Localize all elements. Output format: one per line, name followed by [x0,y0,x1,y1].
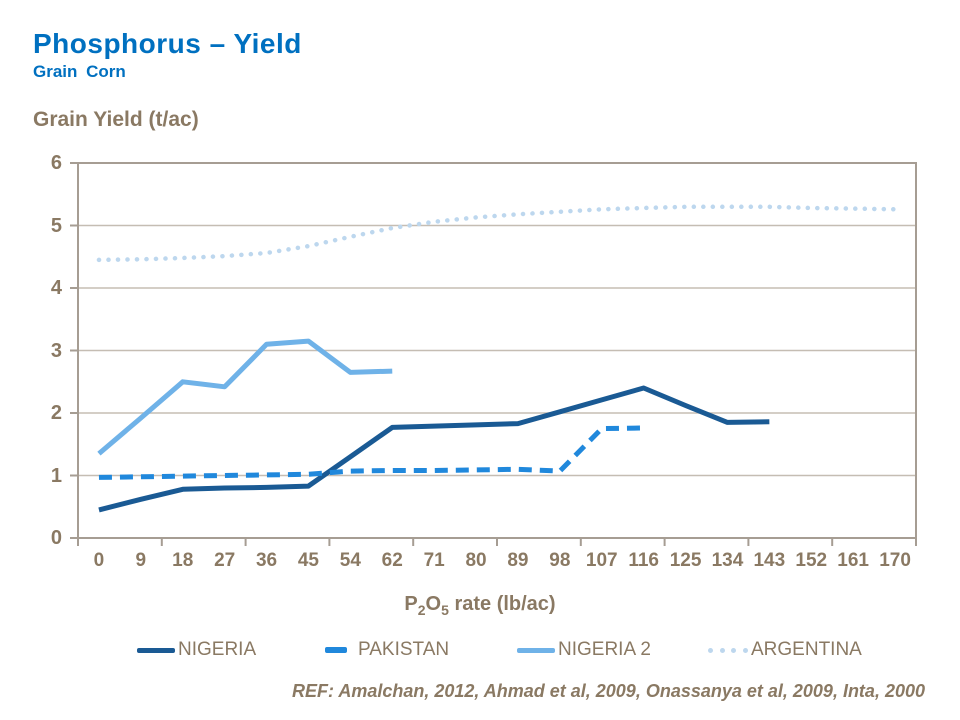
series-line-argentina [96,204,898,263]
x-axis-title-text: P [404,593,418,615]
legend-swatch-icon [708,647,748,653]
chart-legend: NIGERIA PAKISTAN NIGERIA 2 ARGENTINA [0,638,960,662]
page-title: Phosphorus – Yield [33,28,302,59]
x-tick-label: 134 [711,550,744,571]
x-tick-label: 98 [549,550,571,571]
x-tick-label: 89 [507,550,529,571]
y-tick-label: 3 [50,339,62,362]
x-tick-label: 54 [339,550,361,571]
legend-label: NIGERIA [178,639,257,660]
legend-swatch-icon [325,647,347,653]
y-axis-title: Grain Yield (t/ac) [33,108,199,131]
page-subtitle: Grain Corn [33,62,126,81]
series-line-pakistan [98,425,644,480]
x-tick-label: 9 [135,550,147,571]
x-tick-label: 125 [669,550,702,571]
legend-item-argentina: ARGENTINA [708,638,862,662]
x-tick-label: 143 [753,550,786,571]
legend-item-nigeria-2: NIGERIA 2 [517,638,651,662]
y-tick-label: 2 [50,402,62,424]
x-tick-label: 45 [297,550,319,571]
x-axis-title: P2O5 rate (lb/ac) [404,593,556,618]
legend-label: ARGENTINA [751,639,862,660]
x-tick-label: 27 [214,550,236,571]
x-tick-label: 116 [628,550,659,571]
x-tick-label: 18 [172,550,194,571]
reference-citation: REF: Amalchan, 2012, Ahmad et al, 2009, … [292,681,925,701]
x-tick-label: 161 [837,550,869,571]
x-tick-label: 80 [465,550,487,571]
x-tick-label: 0 [93,550,105,571]
x-tick-label: 170 [879,550,911,571]
series-line-nigeria-2 [97,338,393,456]
legend-swatch-icon [137,647,175,653]
x-tick-label: 36 [255,550,278,571]
series-line-nigeria [98,385,770,513]
x-tick-label: 152 [795,550,828,571]
y-tick-label: 4 [50,277,62,299]
legend-label: NIGERIA 2 [558,639,651,660]
x-tick-label: 107 [585,550,618,571]
x-tick-label: 71 [423,550,445,571]
y-tick-label: 1 [50,464,62,487]
legend-item-pakistan: PAKISTAN [317,638,449,662]
legend-label: PAKISTAN [358,639,450,660]
y-tick-label: 5 [50,214,62,237]
y-tick-label: 0 [50,527,62,549]
x-tick-label: 62 [381,550,403,571]
legend-swatch-icon [517,647,555,653]
legend-item-nigeria: NIGERIA [137,638,256,662]
y-tick-label: 6 [50,152,62,174]
